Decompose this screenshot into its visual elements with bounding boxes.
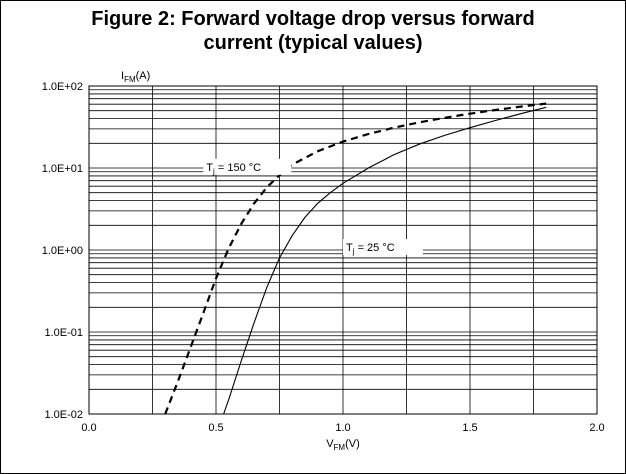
- y-tick-label: 1.0E+02: [42, 81, 83, 93]
- series-25c-curve: [223, 106, 547, 414]
- x-tick-label: 1.5: [462, 422, 477, 434]
- y-axis-label: IFM(A): [121, 70, 150, 84]
- series-label-bg: [343, 239, 423, 255]
- x-tick-label: 0.5: [208, 422, 223, 434]
- x-tick-label: 2.0: [589, 422, 604, 434]
- plot-border: [88, 85, 598, 415]
- y-tick-label: 1.0E-01: [44, 327, 83, 339]
- y-tick-label: 1.0E-02: [44, 409, 83, 421]
- series-150c-label: Tj = 150 °C: [206, 162, 261, 176]
- y-tick-label: 1.0E+01: [42, 163, 83, 175]
- y-tick-label: 1.0E+00: [42, 245, 83, 257]
- x-tick-label: 1.0: [335, 422, 350, 434]
- series-label-bg: [203, 158, 292, 175]
- x-axis-label: VFM(V): [326, 438, 360, 452]
- series-150c-curve: [164, 102, 547, 414]
- x-tick-label: 0.0: [81, 422, 96, 434]
- chart-title: Figure 2: Forward voltage drop versus fo…: [91, 8, 535, 54]
- series-25c-label: Tj = 25 °C: [346, 242, 395, 256]
